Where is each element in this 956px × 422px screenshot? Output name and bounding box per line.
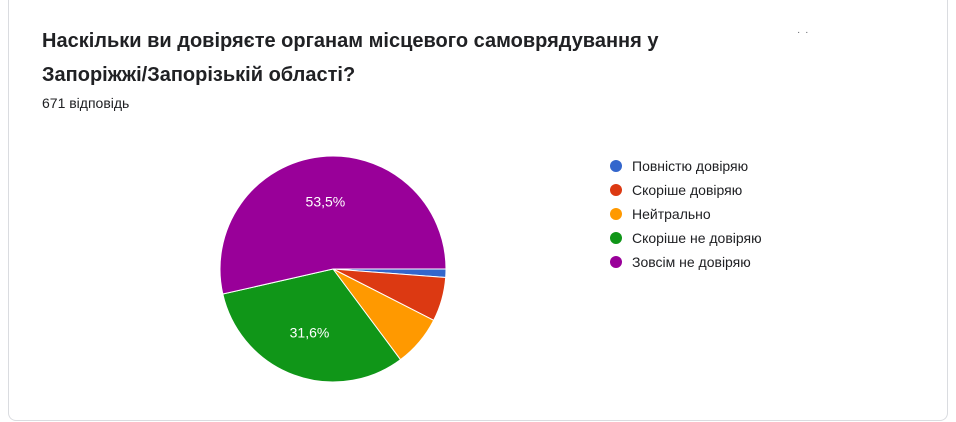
legend-label: Скоріше не довіряю (632, 230, 762, 246)
pie-slice (222, 268, 402, 383)
legend-item: Скоріше довіряю (610, 178, 762, 202)
more-options-icon[interactable]: · · (797, 27, 810, 38)
legend-swatch (610, 184, 622, 196)
legend-label: Зовсім не довіряю (632, 254, 751, 270)
legend-label: Нейтрально (632, 206, 711, 222)
response-count: 671 відповідь (42, 95, 130, 111)
question-card: Наскільки ви довіряєте органам місцевого… (8, 0, 948, 421)
legend-swatch (610, 256, 622, 268)
legend-item: Повністю довіряю (610, 154, 762, 178)
legend-item: Скоріше не довіряю (610, 226, 762, 250)
chart-legend: Повністю довіряю Скоріше довіряю Нейтральн… (610, 154, 762, 274)
slice-data-label: 53,5% (306, 194, 346, 210)
slice-data-label: 31,6% (290, 325, 330, 341)
legend-item: Зовсім не довіряю (610, 250, 762, 274)
pie-slice (219, 155, 447, 295)
legend-swatch (610, 232, 622, 244)
legend-swatch (610, 160, 622, 172)
legend-item: Нейтрально (610, 202, 762, 226)
legend-label: Скоріше довіряю (632, 182, 743, 198)
question-title: Наскільки ви довіряєте органам місцевого… (42, 30, 659, 86)
legend-label: Повністю довіряю (632, 158, 749, 174)
legend-swatch (610, 208, 622, 220)
